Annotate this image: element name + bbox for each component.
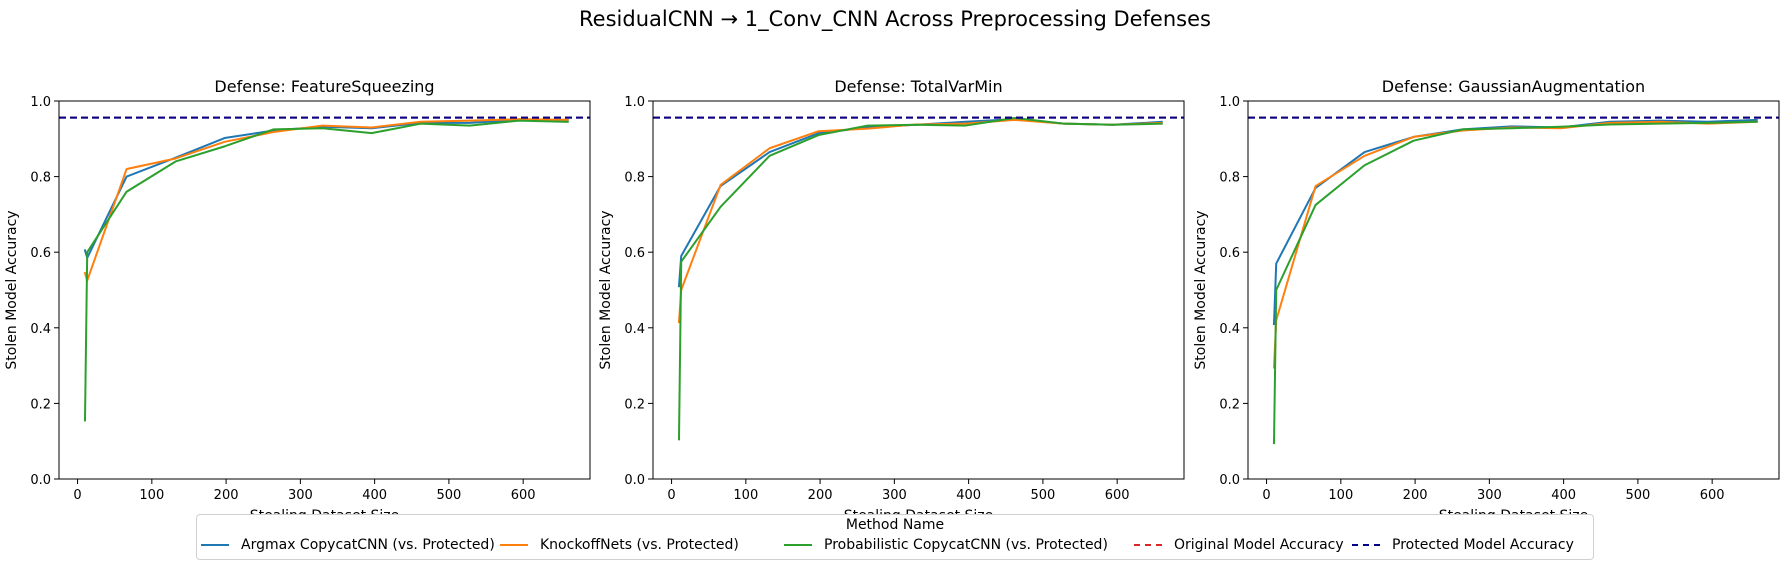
- plot-area-frame: [652, 100, 1185, 480]
- x-tick-label: 600: [511, 488, 536, 503]
- y-tick-label: 0.8: [30, 171, 51, 186]
- legend-label: Argmax CopycatCNN (vs. Protected): [241, 537, 495, 553]
- x-tick-label: 400: [956, 488, 981, 503]
- y-tick-label: 0.4: [30, 322, 51, 337]
- subplot-title: Defense: FeatureSqueezing: [214, 77, 434, 96]
- y-tick-label: 1.0: [1219, 95, 1240, 110]
- y-tick-label: 0.0: [624, 473, 645, 488]
- subplot-title: Defense: GaussianAugmentation: [1382, 77, 1645, 96]
- plot-area-frame: [58, 100, 591, 480]
- x-tick-label: 500: [1625, 488, 1650, 503]
- series-line-probabilistic-copycatcnn-vs-protected: [83, 119, 569, 422]
- x-tick-label: 500: [436, 488, 461, 503]
- x-tick-label: 600: [1700, 488, 1725, 503]
- x-tick-label: 100: [139, 488, 164, 503]
- x-tick-label: 0: [667, 488, 675, 503]
- x-tick-label: 100: [1328, 488, 1353, 503]
- subplot-defense-featuresqueezing: Defense: FeatureSqueezing 0 100 200 300 400 50…: [4, 77, 591, 524]
- series-line-argmax-copycatcnn-vs-protected: [83, 118, 569, 259]
- legend-item-argmax-copycatcnn: Argmax CopycatCNN (vs. Protected): [201, 537, 495, 553]
- x-tick-label: 400: [1551, 488, 1576, 503]
- series-line-knockoffnets-vs-protected: [1272, 120, 1758, 369]
- subplots: Defense: FeatureSqueezing 0 100 200 300 400 50…: [4, 77, 1780, 524]
- x-tick-label: 300: [1477, 488, 1502, 503]
- y-tick-label: 1.0: [30, 95, 51, 110]
- y-tick-label: 0.2: [1219, 397, 1240, 412]
- legend-swatch: [1134, 544, 1162, 546]
- x-tick-label: 200: [808, 488, 833, 503]
- series-line-knockoffnets-vs-protected: [83, 118, 569, 282]
- y-tick-label: 0.8: [624, 171, 645, 186]
- y-tick-label: 0.4: [624, 322, 645, 337]
- x-tick-label: 300: [288, 488, 313, 503]
- figure-title: ResidualCNN → 1_Conv_CNN Across Preproce…: [579, 7, 1211, 32]
- legend-label: KnockoffNets (vs. Protected): [540, 537, 739, 553]
- y-tick-label: 0.2: [30, 397, 51, 412]
- legend-label: Probabilistic CopycatCNN (vs. Protected): [824, 537, 1108, 553]
- x-tick-label: 600: [1105, 488, 1130, 503]
- y-tick-label: 0.6: [30, 246, 51, 261]
- y-tick-label: 0.6: [624, 246, 645, 261]
- series-line-probabilistic-copycatcnn-vs-protected: [1272, 120, 1758, 445]
- y-tick-label: 0.4: [1219, 322, 1240, 337]
- x-tick-label: 0: [1262, 488, 1270, 503]
- x-tick-label: 200: [1403, 488, 1428, 503]
- legend-item-protected-model-accuracy: Protected Model Accuracy: [1352, 537, 1574, 553]
- x-tick-label: 200: [214, 488, 239, 503]
- series-line-knockoffnets-vs-protected: [677, 118, 1163, 324]
- legend-swatch: [1352, 544, 1380, 546]
- y-tick-label: 0.0: [1219, 473, 1240, 488]
- x-tick-label: 300: [882, 488, 907, 503]
- legend-item-original-model-accuracy: Original Model Accuracy: [1134, 537, 1344, 553]
- y-tick-label: 0.8: [1219, 171, 1240, 186]
- legend: Method Name Argmax CopycatCNN (vs. Prote…: [196, 514, 1594, 560]
- series-line-argmax-copycatcnn-vs-protected: [1272, 118, 1758, 326]
- legend-swatch: [201, 544, 229, 546]
- x-tick-label: 400: [362, 488, 387, 503]
- y-axis-label: Stolen Model Accuracy: [598, 210, 614, 369]
- x-tick-label: 500: [1030, 488, 1055, 503]
- subplot-defense-totalvarmin: Defense: TotalVarMin 0 100 200 300 400 500 600 0…: [598, 77, 1185, 524]
- subplot-defense-gaussianaugmentation: Defense: GaussianAugmentation 0 100 200 300 4…: [1193, 77, 1780, 524]
- y-tick-label: 0.6: [1219, 246, 1240, 261]
- y-tick-label: 1.0: [624, 95, 645, 110]
- x-tick-label: 100: [733, 488, 758, 503]
- y-axis-label: Stolen Model Accuracy: [1193, 210, 1209, 369]
- legend-label: Protected Model Accuracy: [1392, 537, 1574, 553]
- legend-swatch: [784, 544, 812, 546]
- series-line-argmax-copycatcnn-vs-protected: [677, 118, 1163, 288]
- series-line-probabilistic-copycatcnn-vs-protected: [677, 117, 1163, 441]
- legend-label: Original Model Accuracy: [1174, 537, 1344, 553]
- plot-area-frame: [1247, 100, 1780, 480]
- y-tick-label: 0.0: [30, 473, 51, 488]
- x-tick-label: 0: [73, 488, 81, 503]
- legend-item-probabilistic-copycatcnn: Probabilistic CopycatCNN (vs. Protected): [784, 537, 1108, 553]
- subplot-title: Defense: TotalVarMin: [834, 77, 1002, 96]
- legend-title: Method Name: [845, 517, 945, 533]
- legend-item-knockoffnets: KnockoffNets (vs. Protected): [500, 537, 739, 553]
- legend-swatch: [500, 544, 528, 546]
- y-tick-label: 0.2: [624, 397, 645, 412]
- y-axis-label: Stolen Model Accuracy: [4, 210, 20, 369]
